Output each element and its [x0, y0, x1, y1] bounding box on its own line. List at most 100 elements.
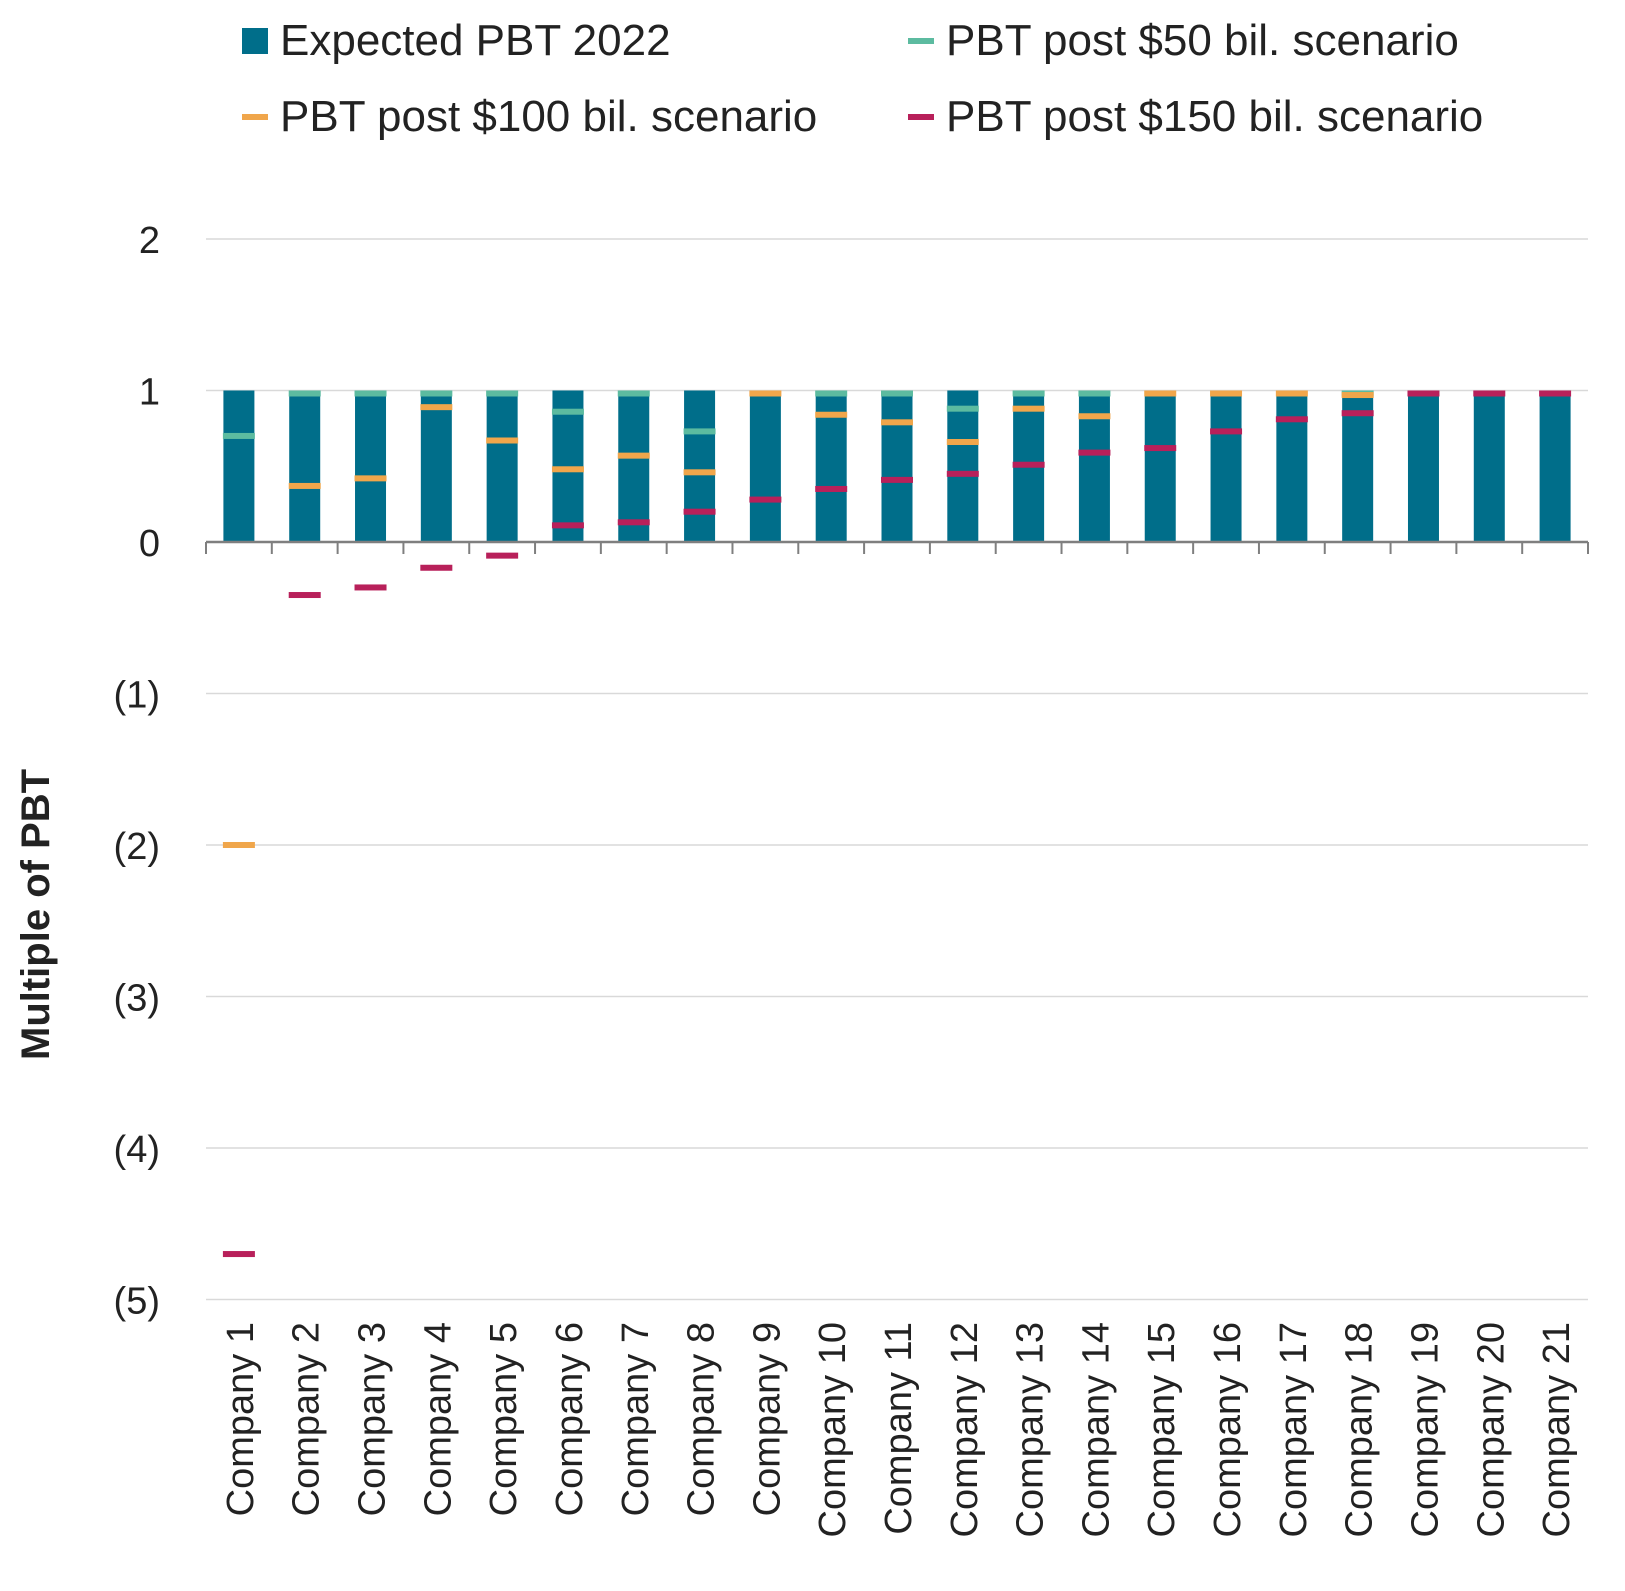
x-tick-label: Company 5 [483, 1322, 525, 1516]
y-tick-label: 0 [139, 523, 160, 565]
marker-50 [222, 432, 255, 439]
legend-swatch-150 [908, 114, 934, 120]
bar [1276, 390, 1308, 542]
marker-150 [486, 552, 519, 559]
legend-item-expected: Expected PBT 2022 [242, 16, 671, 66]
marker-100 [749, 390, 782, 397]
marker-150 [354, 584, 387, 591]
bar [947, 390, 979, 542]
marker-100 [1078, 413, 1111, 420]
bar [552, 390, 584, 542]
y-tick-label: (3) [114, 978, 160, 1020]
legend-item-100: PBT post $100 bil. scenario [242, 92, 817, 142]
marker-100 [815, 411, 848, 418]
legend: Expected PBT 2022 PBT post $50 bil. scen… [0, 0, 1625, 160]
marker-100 [1275, 390, 1308, 397]
marker-100 [222, 842, 255, 848]
marker-150 [1539, 390, 1572, 397]
marker-150 [815, 485, 848, 492]
legend-label-50: PBT post $50 bil. scenario [946, 16, 1459, 65]
marker-50 [881, 390, 913, 397]
x-tick-label: Company 1 [220, 1322, 262, 1516]
bar [881, 390, 913, 542]
x-tick-label: Company 17 [1273, 1322, 1315, 1537]
legend-label-expected: Expected PBT 2022 [280, 16, 671, 65]
marker-150 [1012, 461, 1045, 468]
x-tick-label: Company 13 [1010, 1322, 1052, 1537]
x-tick-label: Company 19 [1404, 1322, 1446, 1537]
bar [1144, 390, 1176, 542]
y-tick-label: 2 [139, 220, 160, 262]
legend-swatch-expected [242, 28, 268, 54]
marker-150 [420, 564, 453, 571]
marker-100 [354, 475, 387, 482]
marker-150 [617, 519, 650, 526]
marker-50 [420, 390, 453, 397]
legend-item-150: PBT post $150 bil. scenario [908, 92, 1483, 142]
bar [749, 390, 781, 542]
x-tick-label: Company 4 [417, 1322, 459, 1516]
x-tick-label: Company 12 [944, 1322, 986, 1537]
marker-150 [1341, 410, 1374, 417]
legend-item-50: PBT post $50 bil. scenario [908, 16, 1459, 66]
bar [1473, 390, 1505, 542]
marker-100 [881, 419, 913, 426]
marker-100 [486, 437, 519, 444]
marker-50 [288, 390, 321, 397]
x-tick-label: Company 2 [286, 1322, 328, 1516]
marker-150 [551, 522, 584, 529]
legend-label-150: PBT post $150 bil. scenario [946, 92, 1484, 141]
marker-150 [946, 470, 979, 477]
x-tick-label: Company 9 [746, 1322, 788, 1516]
x-tick-label: Company 15 [1141, 1322, 1183, 1537]
x-tick-label: Company 18 [1339, 1322, 1381, 1537]
bar [1539, 390, 1571, 542]
marker-150 [881, 476, 913, 483]
marker-100 [683, 469, 716, 476]
marker-100 [617, 452, 650, 459]
y-tick-label: (2) [114, 826, 160, 868]
marker-100 [288, 482, 321, 489]
bar [486, 390, 518, 542]
marker-50 [1012, 390, 1045, 397]
bar [223, 390, 255, 542]
bar [420, 390, 452, 542]
y-tick-label: (5) [114, 1281, 160, 1323]
x-tick-label: Company 20 [1470, 1322, 1512, 1537]
x-tick-label: Company 14 [1075, 1322, 1117, 1537]
marker-50 [683, 428, 716, 435]
x-tick-label: Company 21 [1536, 1322, 1578, 1537]
marker-50 [1078, 390, 1111, 397]
x-tick-label: Company 8 [681, 1322, 723, 1516]
bar [289, 390, 321, 542]
marker-100 [1012, 405, 1045, 412]
marker-50 [815, 390, 848, 397]
legend-swatch-100 [242, 114, 268, 120]
legend-swatch-50 [908, 38, 934, 44]
marker-150 [1144, 445, 1177, 452]
legend-label-100: PBT post $100 bil. scenario [280, 92, 818, 141]
x-tick-label: Company 6 [549, 1322, 591, 1516]
marker-150 [1473, 390, 1506, 397]
marker-50 [946, 405, 979, 412]
x-tick-label: Company 11 [878, 1322, 920, 1535]
marker-50 [617, 390, 650, 397]
x-tick-label: Company 10 [812, 1322, 854, 1537]
marker-50 [551, 408, 584, 415]
marker-100 [946, 439, 979, 446]
marker-100 [1144, 390, 1177, 397]
bar [684, 390, 716, 542]
marker-150 [222, 1251, 255, 1258]
marker-150 [1210, 428, 1243, 435]
marker-150 [1407, 390, 1440, 397]
bar [1078, 390, 1110, 542]
bar [1407, 390, 1439, 542]
bar [355, 390, 387, 542]
marker-150 [749, 496, 782, 503]
marker-50 [354, 390, 387, 397]
marker-150 [1275, 416, 1308, 423]
x-tick-label: Company 7 [615, 1322, 657, 1516]
y-tick-label: (4) [114, 1129, 160, 1171]
